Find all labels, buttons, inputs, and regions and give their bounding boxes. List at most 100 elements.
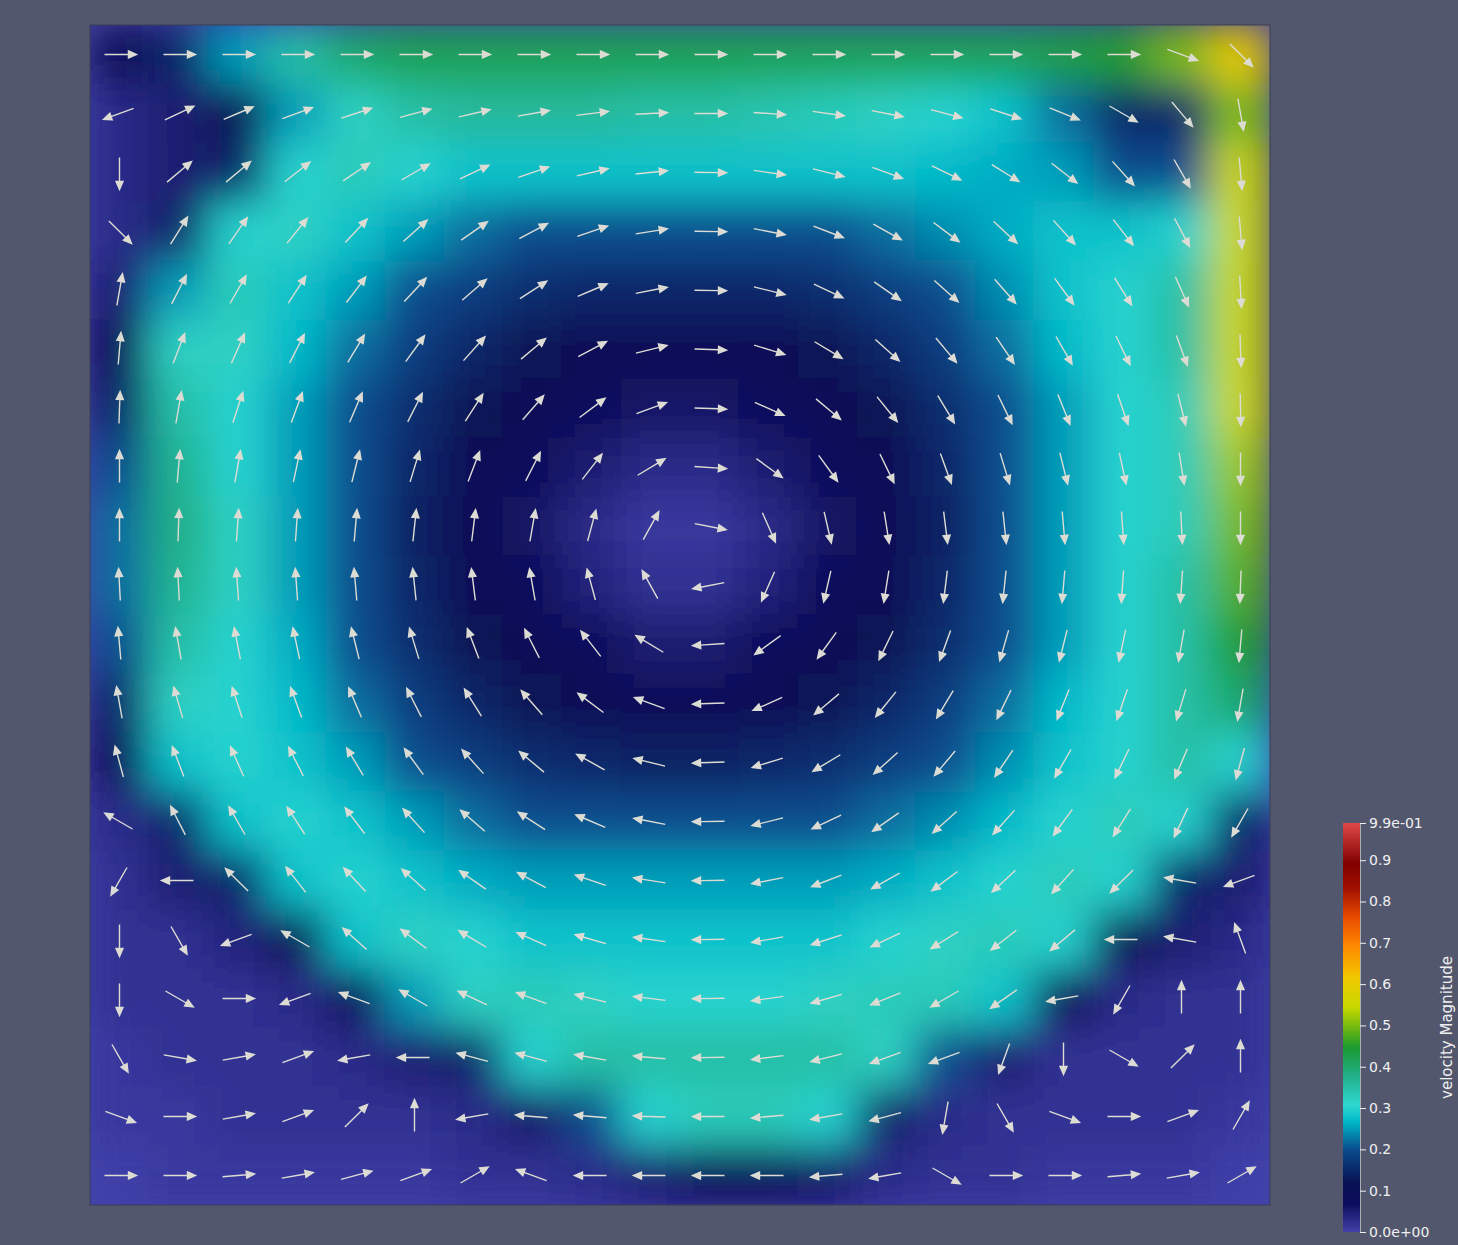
heatmap-cell <box>444 674 504 734</box>
velocity-arrow <box>871 107 904 120</box>
heatmap-cell <box>975 143 1035 203</box>
velocity-arrow <box>400 161 431 183</box>
heatmap-cell <box>798 143 858 203</box>
velocity-arrow <box>692 579 725 592</box>
heatmap-cell <box>149 143 209 203</box>
heatmap-cell <box>208 556 268 616</box>
velocity-arrow <box>1118 511 1127 543</box>
velocity-arrow <box>520 393 546 422</box>
heatmap-cell <box>798 674 858 734</box>
velocity-arrow <box>931 809 959 836</box>
velocity-arrow <box>281 1169 314 1181</box>
heatmap-cell <box>916 1028 976 1088</box>
velocity-arrow <box>932 278 960 305</box>
heatmap-cell <box>916 910 976 970</box>
velocity-arrow <box>751 814 784 829</box>
velocity-arrow <box>460 748 487 776</box>
heatmap-cell <box>680 1028 740 1088</box>
heatmap-cell <box>1093 1087 1153 1147</box>
velocity-arrow <box>1176 452 1188 485</box>
heatmap-cell <box>916 143 976 203</box>
velocity-arrow <box>1173 334 1191 366</box>
heatmap-cell <box>149 1028 209 1088</box>
heatmap-cell <box>90 143 150 203</box>
heatmap-cell <box>916 261 976 321</box>
heatmap-cell <box>267 674 327 734</box>
heatmap-cell <box>149 202 209 262</box>
heatmap-cell <box>385 1146 445 1206</box>
heatmap-cell <box>739 674 799 734</box>
heatmap-cell <box>680 556 740 616</box>
heatmap-cell <box>503 733 563 793</box>
velocity-arrow <box>1226 1164 1257 1186</box>
heatmap-cell <box>385 143 445 203</box>
heatmap-cell <box>326 615 386 675</box>
velocity-arrow <box>227 274 249 305</box>
heatmap-cell <box>90 792 150 852</box>
velocity-arrow <box>694 345 726 353</box>
velocity-arrow <box>230 391 247 424</box>
velocity-arrow <box>812 223 844 241</box>
heatmap-cell <box>326 261 386 321</box>
velocity-arrow <box>930 869 960 894</box>
velocity-arrow <box>635 109 667 118</box>
velocity-arrow <box>290 627 304 660</box>
heatmap-cell <box>562 556 622 616</box>
velocity-arrow <box>341 160 371 184</box>
heatmap-cell <box>975 438 1035 498</box>
velocity-arrow <box>292 509 301 541</box>
velocity-arrow <box>870 870 901 892</box>
heatmap-cell <box>798 379 858 439</box>
heatmap-cell <box>857 615 917 675</box>
heatmap-cell <box>680 497 740 557</box>
velocity-arrow <box>990 1172 1022 1179</box>
velocity-arrow <box>526 509 538 542</box>
heatmap-cell <box>739 733 799 793</box>
velocity-arrow <box>405 392 426 424</box>
velocity-arrow <box>753 109 785 118</box>
heatmap-cell <box>385 733 445 793</box>
velocity-arrow <box>1111 218 1136 248</box>
heatmap-cell <box>916 202 976 262</box>
velocity-arrow <box>575 751 606 773</box>
heatmap-cell <box>1034 792 1094 852</box>
heatmap-cell <box>1034 84 1094 144</box>
heatmap-cell <box>857 674 917 734</box>
colorbar-tick-mark <box>1360 1025 1366 1026</box>
heatmap-cell <box>798 851 858 911</box>
heatmap-cell <box>975 733 1035 793</box>
heatmap-cell <box>798 320 858 380</box>
velocity-arrow <box>282 51 314 58</box>
velocity-arrow <box>1110 159 1137 187</box>
heatmap-cell <box>1152 910 1212 970</box>
velocity-arrow <box>404 687 425 719</box>
velocity-arrow <box>409 568 419 601</box>
velocity-arrow <box>633 1053 665 1063</box>
heatmap-cell <box>1093 438 1153 498</box>
heatmap-cell <box>1093 792 1153 852</box>
heatmap-cell <box>680 851 740 911</box>
heatmap-cell <box>1152 25 1212 85</box>
velocity-arrow <box>168 925 190 956</box>
heatmap-cell <box>621 320 681 380</box>
heatmap-cell <box>149 910 209 970</box>
velocity-arrow <box>109 1043 131 1074</box>
heatmap-cell <box>149 792 209 852</box>
velocity-arrow <box>751 1052 784 1063</box>
velocity-arrow <box>692 995 724 1003</box>
velocity-arrow <box>174 509 182 541</box>
heatmap-cell <box>1152 497 1212 557</box>
heatmap-cell <box>562 1087 622 1147</box>
heatmap-cell <box>739 556 799 616</box>
velocity-arrow <box>458 106 491 120</box>
velocity-arrow <box>936 629 954 661</box>
heatmap-cell <box>1093 1146 1153 1206</box>
velocity-arrow <box>287 333 308 365</box>
heatmap-cell <box>1211 556 1271 616</box>
velocity-arrow <box>518 51 550 58</box>
heatmap-cell <box>798 1146 858 1206</box>
velocity-arrow <box>457 928 488 950</box>
heatmap-cell <box>1034 1146 1094 1206</box>
heatmap-cell <box>1034 674 1094 734</box>
velocity-arrow <box>284 805 307 836</box>
